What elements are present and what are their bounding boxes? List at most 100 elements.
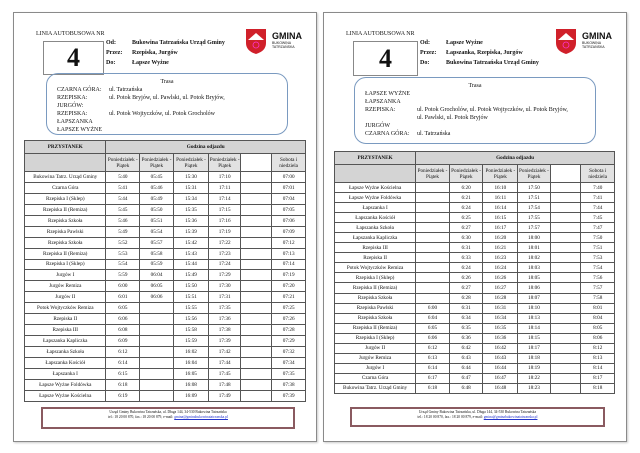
departure-time	[415, 292, 450, 304]
departure-time: 16:48	[482, 382, 519, 394]
stop-name: Rzepiska I (Sklep)	[23, 192, 107, 205]
table-row: Łapszanka Kapliczka 6:09 15:59 17:39 07:29	[23, 335, 306, 347]
gmina-coat-of-arms-icon	[246, 29, 266, 54]
departure-time: 6:08	[105, 324, 141, 337]
departure-time: 6:25	[448, 212, 484, 224]
departure-time: 16:05	[172, 367, 210, 380]
departure-time: 6:30	[448, 232, 484, 244]
footer-phone: tel.: 18 20 00 870, fax.: 18 20 00 879, …	[108, 415, 175, 419]
departure-time: 16:09	[172, 389, 210, 402]
departure-time: 5:40	[105, 171, 141, 183]
departure-time	[139, 378, 174, 391]
route-place: ŁAPSZANKA	[57, 119, 93, 125]
footer-email-link[interactable]: gmina@gminabukowinatatrzanska.pl	[483, 415, 538, 419]
departure-time: 05:54	[139, 225, 174, 238]
from-label: Od:	[106, 40, 117, 46]
departure-time: 16:42	[482, 342, 519, 354]
departure-time: 07:04	[271, 192, 306, 205]
day-type-header	[240, 153, 273, 172]
stop-name: Rzepiska II (Remiza)	[333, 282, 417, 294]
day-type-header: Sobota i niedziela	[271, 153, 306, 172]
departure-time	[139, 324, 174, 337]
footer-address: Urząd Gminy Bukowina Tatrzańska, ul. Dłu…	[109, 410, 227, 414]
route-place: JURGÓW:	[57, 103, 84, 109]
table-row: Jurgów II 6:12 6:42 16:42 18:17 8:12	[333, 342, 615, 354]
from-value: Łapsze Wyżne	[446, 40, 483, 46]
route-line: JURGÓW	[365, 122, 595, 130]
departure-time: 16:11	[482, 192, 519, 204]
departure-time: 6:01	[105, 291, 141, 304]
departure-time: 18:18	[517, 352, 551, 364]
departure-time: 15:55	[172, 302, 210, 315]
route-streets: ul. Tatrzańska	[417, 131, 451, 137]
departure-time	[240, 192, 273, 205]
route-place: RZEPISKA:	[57, 95, 88, 101]
departure-time: 16:10	[482, 181, 519, 194]
day-type-header: Poniedziałek - Piątek	[208, 153, 242, 172]
departure-time	[240, 225, 273, 238]
via-label: Przez:	[420, 50, 437, 56]
departure-time: 17:36	[208, 313, 242, 326]
stop-name: Rzepiska I (Sklep)	[23, 258, 107, 271]
table-row: Rzepiska I (Sklep) 6:06 6:36 16:36 18:15 8:06	[333, 332, 615, 344]
departure-time	[549, 362, 582, 374]
table-row: Rzepiska II (Remiza) 5:45 05:50 15:35 17:15 0…	[23, 203, 306, 216]
departure-time	[139, 335, 174, 347]
route-line: ul. Pawlski, ul. Potok Bryjów	[365, 114, 595, 122]
day-type-header: Poniedziałek - Piątek	[415, 164, 450, 183]
departure-time: 16:27	[482, 282, 519, 294]
departure-time: 17:15	[208, 203, 242, 216]
stop-name: Rzepiska Pawlski	[333, 302, 417, 314]
departure-time: 7:54	[580, 262, 615, 274]
departure-time: 17:45	[208, 367, 242, 380]
departure-time: 6:09	[105, 335, 141, 347]
departure-time: 16:26	[482, 272, 519, 284]
route-line: RZEPISKA: ul. Potok Grocholów, ul. Potok …	[365, 106, 595, 114]
departure-time: 18:22	[517, 372, 551, 384]
stop-name: Łapszanka Kościół	[23, 356, 107, 369]
departure-time: 07:13	[271, 247, 306, 260]
table-row: Potok Wojtyczków Remiza 6:24 16:24 18:03 7:5…	[333, 262, 615, 274]
departure-time	[240, 181, 273, 194]
departure-time: 17:38	[208, 324, 242, 337]
departure-time: 6:05	[415, 322, 450, 334]
departure-time	[549, 372, 582, 384]
departure-time: 16:23	[482, 252, 519, 264]
departure-time: 8:13	[580, 352, 615, 364]
stop-name: Rzepiska I (Sklep)	[333, 272, 417, 284]
departure-time: 6:24	[448, 262, 484, 274]
departure-time: 16:44	[482, 362, 519, 374]
route-streets: ul. Pawlski, ul. Potok Bryjów	[417, 115, 488, 121]
departure-time: 8:18	[580, 382, 615, 394]
departure-time: 8:14	[580, 362, 615, 374]
departure-time: 05:45	[139, 171, 174, 183]
departure-time: 6:00	[415, 302, 450, 314]
stop-name: Rzepiska II	[23, 313, 107, 326]
departure-time: 17:29	[208, 269, 242, 282]
departure-time: 07:29	[271, 335, 306, 347]
footer-email-link[interactable]: gmina@gminabukowinatatrzanska.pl	[174, 415, 228, 419]
to-value: Łapsze Wyżne	[132, 60, 169, 66]
footer-address: Urząd Gminy Bukowina Tatrzańska, ul. Dłu…	[418, 410, 537, 414]
departure-time: 07:14	[271, 258, 306, 271]
departure-time	[240, 335, 273, 347]
stop-name: Rzepiska Szkoła	[333, 312, 417, 324]
departure-time: 15:58	[172, 324, 210, 337]
departure-time: 15:44	[172, 258, 210, 271]
table-row: Rzepiska Szkoła 6:04 6:34 16:34 18:13 8:04	[333, 312, 615, 324]
departure-time: 07:39	[271, 389, 306, 402]
departure-time	[549, 242, 582, 254]
departure-time	[240, 324, 273, 337]
departure-time: 5:53	[105, 247, 141, 260]
table-row: Jurgów Remiza 6:13 6:43 16:43 18:18 8:13	[333, 352, 615, 364]
departure-time: 07:28	[271, 324, 306, 337]
departure-time	[415, 262, 450, 274]
departure-time: 7:47	[580, 222, 615, 234]
stop-name: Rzepiska II (Remiza)	[23, 203, 107, 216]
departure-time: 07:38	[271, 378, 306, 391]
stop-name: Rzepiska Pawlski	[23, 225, 107, 238]
departure-time: 6:17	[415, 372, 450, 384]
stop-name: Jurgów I	[23, 269, 107, 282]
departure-time: 18:07	[517, 292, 551, 304]
stop-name: Czarna Góra	[23, 181, 107, 194]
